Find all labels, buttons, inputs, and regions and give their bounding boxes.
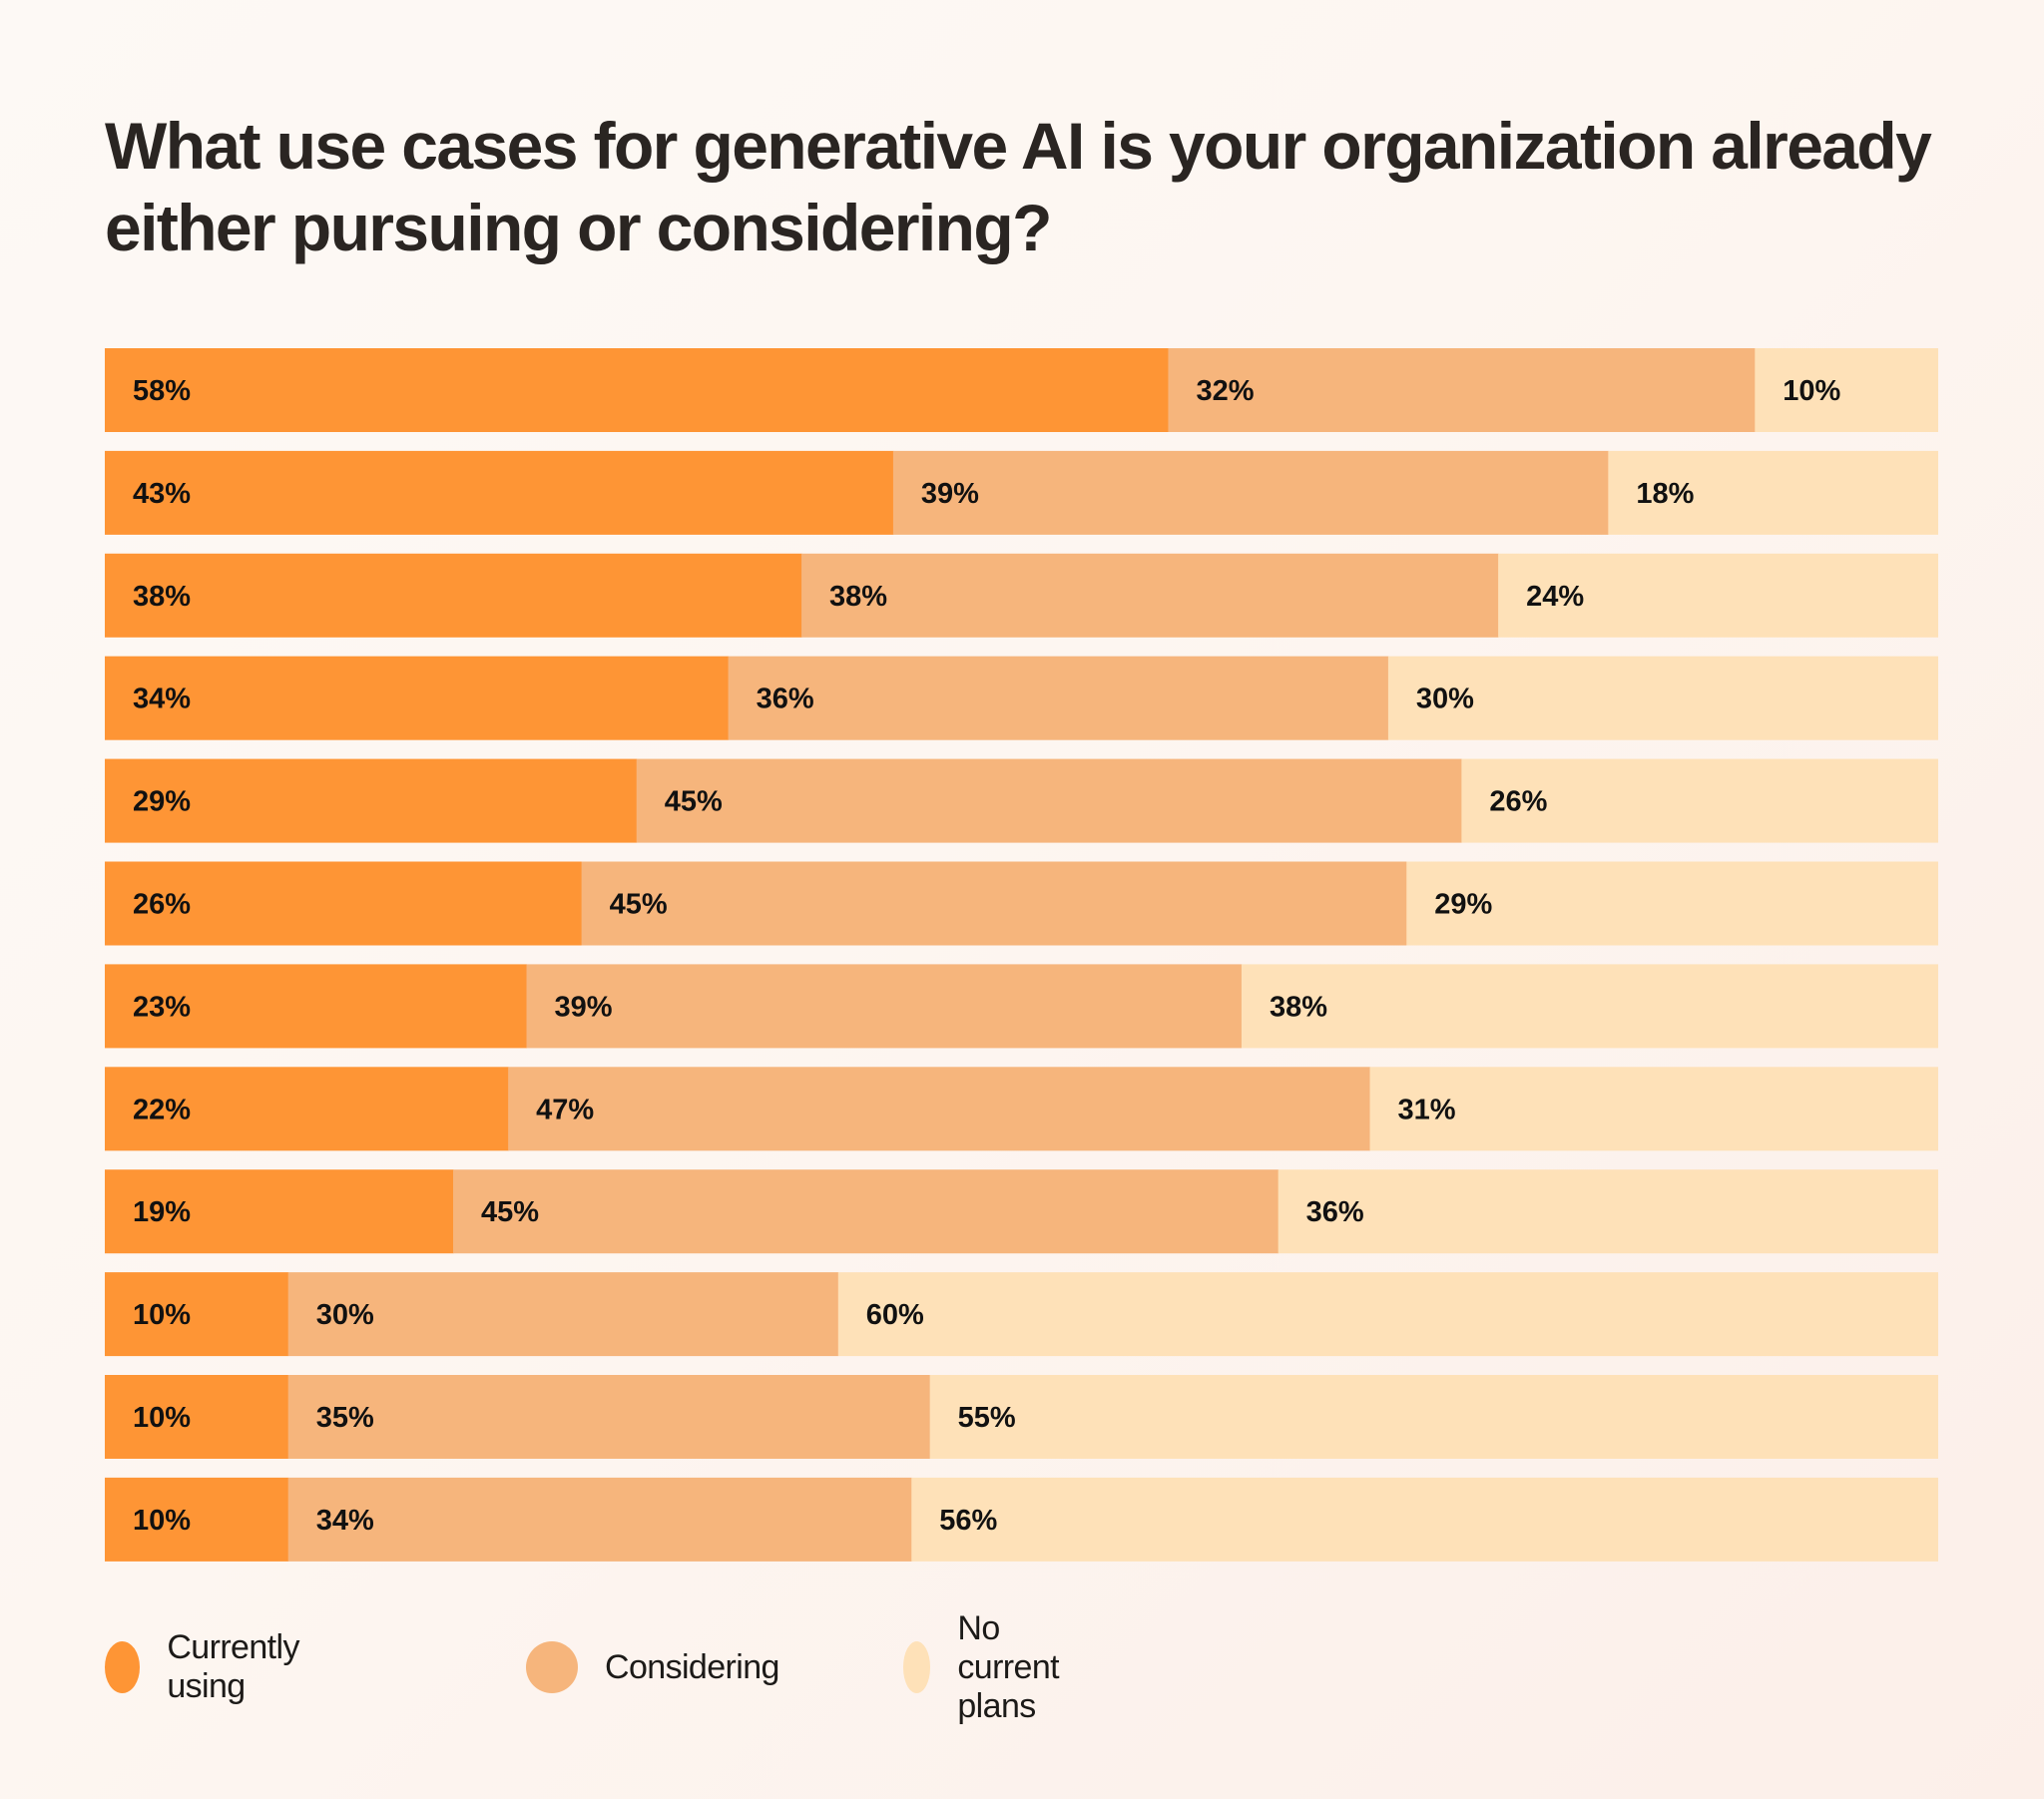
bar-segment-considering	[581, 861, 1407, 946]
bar-row-10: 10% 30% 60%	[105, 1272, 1938, 1357]
bar-segment-no-current-plans	[1278, 1169, 1938, 1254]
bar-row-11: 10% 35% 55%	[105, 1375, 1938, 1459]
bar-row-9: 19% 45% 36%	[105, 1169, 1938, 1254]
bar-segment-no-current-plans	[1461, 758, 1938, 843]
bar-row-3: 38% 38% 24%	[105, 553, 1938, 638]
bar-segment-no-current-plans	[1608, 450, 1938, 535]
bar-segment-no-current-plans	[1406, 861, 1938, 946]
chart-title: What use cases for generative AI is your…	[105, 109, 1932, 264]
legend-label-currently-using: Currently using	[167, 1628, 299, 1705]
data-label-currently-using: 38%	[133, 581, 191, 613]
legend-swatch-considering	[526, 1641, 578, 1693]
legend-item-no-current-plans: No current plans	[903, 1609, 1084, 1725]
legend-label-considering: Considering	[605, 1647, 779, 1686]
data-label-no-current-plans: 60%	[866, 1299, 924, 1331]
bar-row-8: 22% 47% 31%	[105, 1067, 1938, 1151]
bar-segment-considering	[287, 1375, 931, 1459]
data-label-no-current-plans: 10%	[1783, 375, 1840, 407]
bar-segment-considering	[287, 1272, 839, 1357]
data-label-considering: 32%	[1196, 375, 1254, 407]
data-label-considering: 45%	[665, 786, 723, 818]
data-label-currently-using: 22%	[133, 1094, 191, 1125]
bar-row-4: 34% 36% 30%	[105, 656, 1938, 740]
data-label-currently-using: 23%	[133, 991, 191, 1023]
bar-segment-no-current-plans	[911, 1477, 1938, 1562]
bar-segment-no-current-plans	[1498, 553, 1938, 638]
data-label-considering: 45%	[481, 1196, 539, 1228]
legend-item-considering: Considering	[526, 1639, 779, 1695]
data-label-currently-using: 34%	[133, 683, 191, 715]
data-label-considering: 36%	[757, 683, 814, 715]
legend-item-currently-using: Currently using	[105, 1628, 316, 1705]
bar-segment-no-current-plans	[1369, 1067, 1938, 1151]
bar-segment-considering	[287, 1477, 912, 1562]
data-label-no-current-plans: 24%	[1526, 581, 1584, 613]
data-label-no-current-plans: 30%	[1416, 683, 1474, 715]
bar-segment-considering	[636, 758, 1462, 843]
data-label-no-current-plans: 29%	[1434, 889, 1492, 921]
bar-segment-currently-using	[105, 964, 528, 1049]
bar-segment-no-current-plans	[837, 1272, 1938, 1357]
data-label-considering: 30%	[316, 1299, 374, 1331]
bar-segment-currently-using	[105, 1067, 509, 1151]
data-label-considering: 39%	[921, 478, 979, 510]
data-label-considering: 35%	[316, 1402, 374, 1434]
bar-segment-currently-using	[105, 656, 730, 740]
data-label-considering: 45%	[610, 889, 668, 921]
bar-row-5: 29% 45% 26%	[105, 758, 1938, 843]
bar-segment-currently-using	[105, 1477, 289, 1562]
data-label-currently-using: 10%	[133, 1505, 191, 1537]
bar-segment-currently-using	[105, 861, 583, 946]
bar-segment-currently-using	[105, 758, 638, 843]
bar-segment-currently-using	[105, 450, 894, 535]
data-label-considering: 38%	[829, 581, 887, 613]
bar-segment-considering	[526, 964, 1243, 1049]
bar-segment-considering	[801, 553, 1499, 638]
data-label-currently-using: 10%	[133, 1402, 191, 1434]
data-label-considering: 47%	[536, 1094, 594, 1125]
data-label-currently-using: 58%	[133, 375, 191, 407]
bar-segment-considering	[728, 656, 1389, 740]
legend-swatch-no-current-plans	[903, 1641, 931, 1693]
bar-segment-currently-using	[105, 1272, 289, 1357]
bar-row-7: 23% 39% 38%	[105, 964, 1938, 1049]
data-label-currently-using: 29%	[133, 786, 191, 818]
data-label-considering: 34%	[316, 1505, 374, 1537]
data-label-no-current-plans: 56%	[939, 1505, 997, 1537]
legend-swatch-currently-using	[105, 1641, 141, 1693]
data-label-no-current-plans: 38%	[1270, 991, 1327, 1023]
bar-segment-considering	[453, 1169, 1279, 1254]
bar-row-12: 10% 34% 56%	[105, 1477, 1938, 1562]
data-label-currently-using: 10%	[133, 1299, 191, 1331]
bar-segment-currently-using	[105, 348, 1169, 432]
legend-label-no-current-plans: No current plans	[957, 1608, 1059, 1725]
data-label-considering: 39%	[555, 991, 613, 1023]
bar-row-6: 26% 45% 29%	[105, 861, 1938, 946]
data-label-currently-using: 26%	[133, 889, 191, 921]
bar-row-1: 58% 32% 10%	[105, 348, 1938, 432]
data-label-no-current-plans: 31%	[1398, 1094, 1456, 1125]
bar-segment-considering	[508, 1067, 1371, 1151]
data-label-no-current-plans: 36%	[1306, 1196, 1364, 1228]
data-label-no-current-plans: 18%	[1636, 478, 1694, 510]
bar-segment-no-current-plans	[1755, 348, 1938, 432]
bar-segment-currently-using	[105, 1169, 454, 1254]
bar-segment-no-current-plans	[1241, 964, 1938, 1049]
bar-segment-no-current-plans	[1387, 656, 1938, 740]
data-label-currently-using: 19%	[133, 1196, 191, 1228]
bar-segment-considering	[892, 450, 1609, 535]
data-label-no-current-plans: 55%	[958, 1402, 1016, 1434]
bar-segment-currently-using	[105, 1375, 289, 1459]
data-label-no-current-plans: 26%	[1489, 786, 1547, 818]
bar-segment-considering	[1168, 348, 1756, 432]
bar-segment-no-current-plans	[929, 1375, 1938, 1459]
bar-segment-currently-using	[105, 553, 802, 638]
bar-row-2: 43% 39% 18%	[105, 450, 1938, 535]
data-label-currently-using: 43%	[133, 478, 191, 510]
